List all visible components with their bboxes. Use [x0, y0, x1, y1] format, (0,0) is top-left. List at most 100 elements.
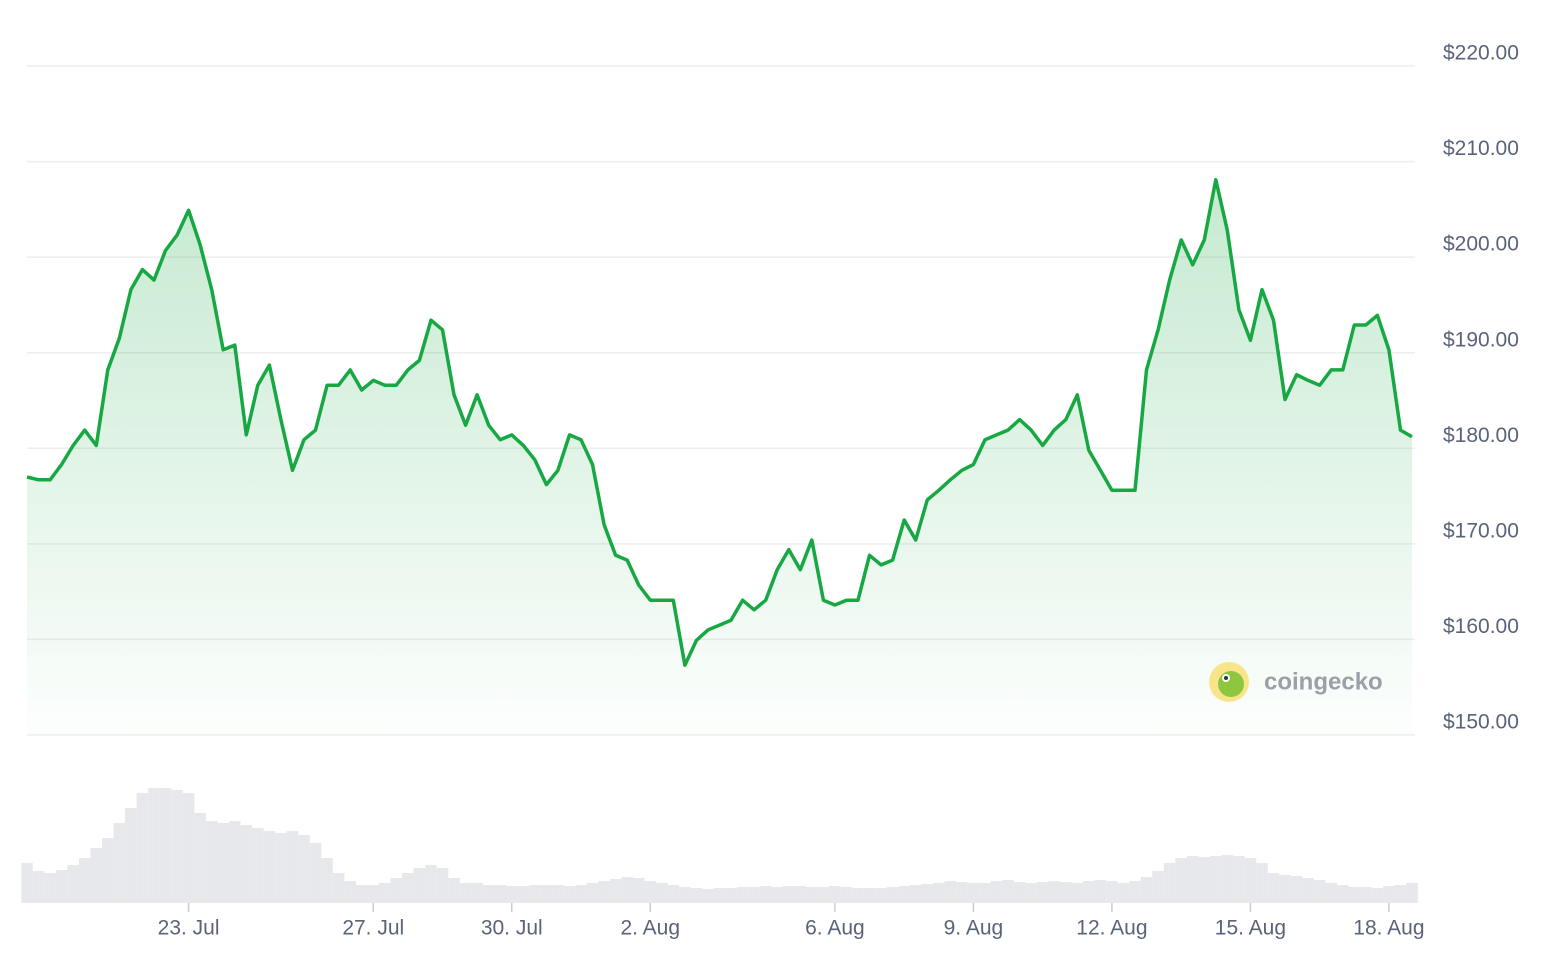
volume-bar [829, 886, 841, 903]
volume-bar [1336, 885, 1349, 903]
volume-bar [425, 865, 437, 903]
volume-bar [1048, 881, 1060, 903]
volume-bar [1071, 883, 1084, 903]
volume-bar [205, 821, 218, 903]
volume-bar [125, 808, 137, 903]
volume-bar [148, 788, 160, 903]
volume-bar [1383, 886, 1395, 903]
volume-bar [898, 886, 910, 903]
volume-bar [1279, 875, 1291, 903]
volume-bar [263, 831, 276, 903]
volume-bar [644, 881, 657, 903]
volume-bar [505, 886, 518, 903]
volume-bar [1360, 887, 1372, 903]
volume-bar [344, 881, 356, 903]
volume-bar [782, 886, 795, 903]
volume-bar [621, 877, 633, 903]
volume-bar [67, 865, 79, 903]
volume-bar [598, 881, 610, 903]
volume-bar [1210, 856, 1222, 903]
volume-bar [78, 858, 91, 903]
y-tick-label: $210.00 [1443, 137, 1519, 160]
volume-bar [171, 790, 183, 903]
volume-bar [413, 868, 426, 903]
watermark: coingecko [1209, 662, 1383, 702]
x-tick-label: 9. Aug [944, 917, 1004, 940]
volume-bar [517, 886, 530, 903]
volume-bar [1290, 876, 1303, 903]
x-tick-label: 2. Aug [620, 917, 680, 940]
volume-bar [159, 788, 172, 903]
x-tick-label: 30. Jul [481, 917, 543, 940]
volume-bar [990, 881, 1003, 903]
volume-bar [806, 887, 818, 903]
volume-bar [194, 813, 206, 903]
volume-bar [609, 879, 622, 903]
volume-bar [494, 885, 506, 903]
volume-bar [1256, 863, 1268, 903]
volume-bar [702, 889, 714, 903]
volume-bar [817, 887, 830, 903]
volume-bar [1371, 888, 1384, 903]
volume-bar [55, 870, 68, 903]
volume-bar [90, 848, 103, 903]
volume-bar [182, 793, 195, 903]
y-tick-label: $200.00 [1443, 233, 1519, 256]
logo-pupil [1224, 676, 1228, 680]
volume-bar [690, 888, 703, 903]
volume-bar [840, 887, 853, 903]
volume-bar [875, 888, 887, 903]
volume-bar [1244, 858, 1257, 903]
volume-bar [1140, 877, 1153, 903]
y-tick-label: $160.00 [1443, 615, 1519, 638]
volume-bar [332, 873, 345, 903]
volume-bar [286, 831, 299, 903]
volume-bar [529, 885, 541, 903]
volume-bar [32, 871, 45, 903]
volume-bar [44, 873, 56, 903]
volume-bar [1267, 873, 1280, 903]
x-tick-label: 15. Aug [1215, 917, 1286, 940]
y-tick-label: $190.00 [1443, 328, 1519, 351]
volume-bar [471, 883, 483, 903]
volume-bar [679, 887, 691, 903]
volume-bar [252, 828, 264, 903]
volume-bar [321, 858, 333, 903]
volume-bar [1233, 856, 1245, 903]
volume-bar [1394, 885, 1407, 903]
volume-bar [632, 878, 645, 903]
x-tick-label: 23. Jul [158, 917, 220, 940]
volume-bar [1106, 881, 1118, 903]
volume-bar [1036, 882, 1049, 903]
volume-bar [540, 885, 553, 903]
volume-bar [1094, 880, 1107, 903]
volume-bar [482, 885, 495, 903]
volume-bar [390, 878, 403, 903]
volume-bar [102, 838, 114, 903]
volume-bar [1152, 871, 1164, 903]
volume-bar [725, 888, 737, 903]
volume-bar [1059, 882, 1072, 903]
volume-bar [1198, 857, 1211, 903]
volume-bar [459, 883, 472, 903]
x-tick-label: 6. Aug [805, 917, 865, 940]
volume-bar [275, 833, 287, 903]
volume-bar [309, 843, 322, 903]
volume-bar [436, 868, 449, 903]
volume-bar [979, 883, 991, 903]
volume-bar [852, 888, 864, 903]
y-tick-label: $170.00 [1443, 519, 1519, 542]
volume-bar [586, 883, 599, 903]
volume-bar [448, 878, 460, 903]
logo-inner [1218, 671, 1244, 697]
volume-bar [956, 882, 968, 903]
volume-bar [909, 885, 922, 903]
volume-bar [713, 888, 726, 903]
volume-bar [563, 886, 576, 903]
volume-bar [863, 888, 876, 903]
volume-bar [1083, 881, 1095, 903]
volume-bar [933, 883, 945, 903]
volume-bar [1302, 878, 1314, 903]
volume-bar [298, 835, 310, 903]
